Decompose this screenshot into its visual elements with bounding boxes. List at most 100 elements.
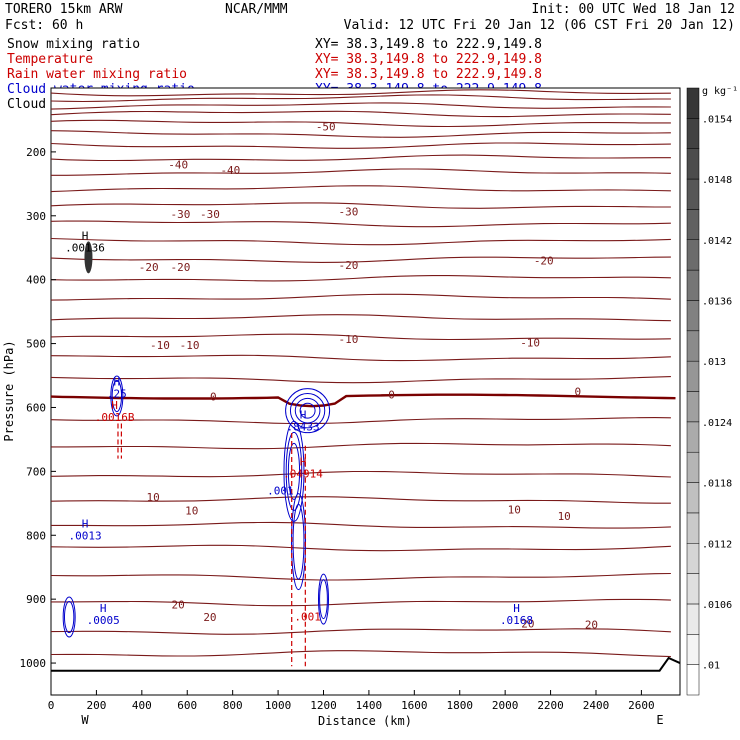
- temperature-contour-label: -10: [520, 336, 540, 349]
- temperature-isoline: [50, 544, 671, 552]
- x-tick-label: 200: [86, 699, 106, 712]
- init-time: Init: 00 UTC Wed 18 Jan 12: [532, 2, 736, 17]
- freezing-level-contour: [50, 393, 676, 408]
- temperature-isoline: [50, 119, 671, 128]
- cloud-water-contour: [62, 596, 76, 638]
- maximum-marker: H: [513, 602, 520, 615]
- temperature-isoline: [50, 417, 671, 425]
- x-tick-label: 2600: [628, 699, 655, 712]
- temperature-isoline: [51, 442, 671, 450]
- colorbar-tick-label: .0154: [702, 114, 732, 125]
- temperature-isoline: [51, 598, 671, 607]
- forecast-hour: Fcst: 60 h: [5, 18, 83, 33]
- temperature-contour-label: 10: [185, 504, 198, 517]
- colorbar-swatch: [686, 482, 700, 514]
- colorbar-tick-label: .0136: [702, 296, 732, 307]
- maximum-value: .25: [107, 387, 127, 400]
- temperature-isoline: [50, 628, 671, 635]
- x-tick-label: 400: [132, 699, 152, 712]
- temperature-isoline: [50, 572, 671, 581]
- maximum-marker: H: [114, 375, 121, 388]
- colorbar-tick-label: .0148: [702, 175, 732, 186]
- y-axis-title: Pressure (hPa): [2, 340, 16, 441]
- field-section-coords: XY= 38.3,149.8 to 222.9,149.8: [315, 37, 542, 52]
- temperature-contour-label: 10: [508, 504, 521, 517]
- cloud-water-contour: [319, 579, 328, 620]
- temperature-isoline: [50, 650, 671, 658]
- rain-water-contours: [117, 423, 306, 667]
- cloud-water-contour: [317, 573, 329, 625]
- x-tick-label: 2000: [492, 699, 519, 712]
- org-title: NCAR/MMM: [225, 2, 288, 17]
- cloud-water-contour: [289, 393, 326, 429]
- maximum-value: .00136: [65, 242, 105, 255]
- maximum-value: .0013: [68, 529, 101, 542]
- x-tick-label: 800: [223, 699, 243, 712]
- colorbar-swatch: [686, 634, 700, 665]
- maximum-marker: H: [300, 409, 307, 422]
- cloud-water-contour: [63, 600, 75, 634]
- temperature-isoline: [50, 130, 671, 138]
- temperature-isoline: [50, 293, 671, 301]
- temperature-isoline: [50, 237, 671, 246]
- colorbar-tick-label: .0124: [702, 418, 732, 429]
- maximum-value: .0005: [87, 614, 120, 627]
- temperature-isoline: [50, 102, 671, 110]
- temperature-isoline: [50, 142, 671, 149]
- maximum-value: .0016B: [95, 411, 135, 424]
- temperature-isoline: [50, 376, 671, 384]
- colorbar-swatch: [686, 209, 700, 240]
- x-tick-label: 1200: [310, 699, 337, 712]
- y-tick-label: 600: [26, 401, 46, 414]
- temperature-isoline: [50, 94, 671, 103]
- temperature-contour-label: 20: [172, 598, 185, 611]
- cloud-water-contours: [62, 375, 331, 638]
- y-tick-label: 800: [26, 529, 46, 542]
- colorbar-tick-label: .013: [702, 357, 726, 368]
- temperature-isoline: [50, 470, 671, 478]
- maximum-value: .001: [267, 485, 294, 498]
- colorbar-swatch: [686, 178, 700, 210]
- maximum-marker: H: [100, 602, 107, 615]
- colorbar-tick-label: .0106: [702, 600, 732, 611]
- y-tick-label: 200: [26, 146, 46, 159]
- colorbar-swatch: [686, 391, 700, 423]
- valid-time: Valid: 12 UTC Fri 20 Jan 12 (06 CST Fri …: [344, 18, 735, 33]
- colorbar-swatch: [686, 421, 700, 453]
- colorbar-swatch: [686, 239, 700, 271]
- maximum-marker: H: [82, 230, 89, 243]
- temperature-isoline: [50, 202, 671, 209]
- temperature-contour-label: 10: [147, 491, 160, 504]
- west-label: W: [81, 713, 89, 727]
- colorbar-swatch: [686, 573, 700, 605]
- cloud-water-contour: [294, 397, 321, 424]
- temperature-isoline: [50, 220, 671, 228]
- colorbar-swatch: [686, 512, 700, 544]
- maximum-value: .8433: [286, 421, 319, 434]
- colorbar-swatch: [686, 664, 700, 696]
- temperature-isoline: [51, 168, 671, 176]
- maximum-marker: H: [300, 455, 307, 468]
- temperature-contour-label: -20: [170, 261, 190, 274]
- model-title: TORERO 15km ARW: [5, 2, 123, 17]
- field-section-coords: XY= 38.3,149.8 to 222.9,149.8: [315, 67, 542, 82]
- maximum-marker: H: [82, 517, 89, 530]
- x-axis-title: Distance (km): [318, 714, 412, 728]
- temperature-contour-label: 10: [558, 510, 571, 523]
- y-tick-label: 900: [26, 593, 46, 606]
- temperature-contour-label: 0: [575, 386, 582, 399]
- snow-shaded-area: [84, 241, 93, 274]
- temperature-contour-label: -40: [220, 164, 240, 177]
- temperature-contours: [50, 89, 671, 658]
- temperature-contour-label: -50: [316, 120, 336, 133]
- snow-blob: [84, 241, 93, 274]
- east-label: E: [656, 713, 663, 727]
- temperature-isoline: [50, 110, 671, 118]
- temperature-contour-label: 20: [521, 617, 534, 630]
- temperature-contour-label: 0: [388, 389, 395, 402]
- x-tick-label: 1600: [401, 699, 428, 712]
- x-tick-label: 0: [48, 699, 55, 712]
- y-tick-label: 400: [26, 274, 46, 287]
- temperature-isoline: [51, 521, 671, 529]
